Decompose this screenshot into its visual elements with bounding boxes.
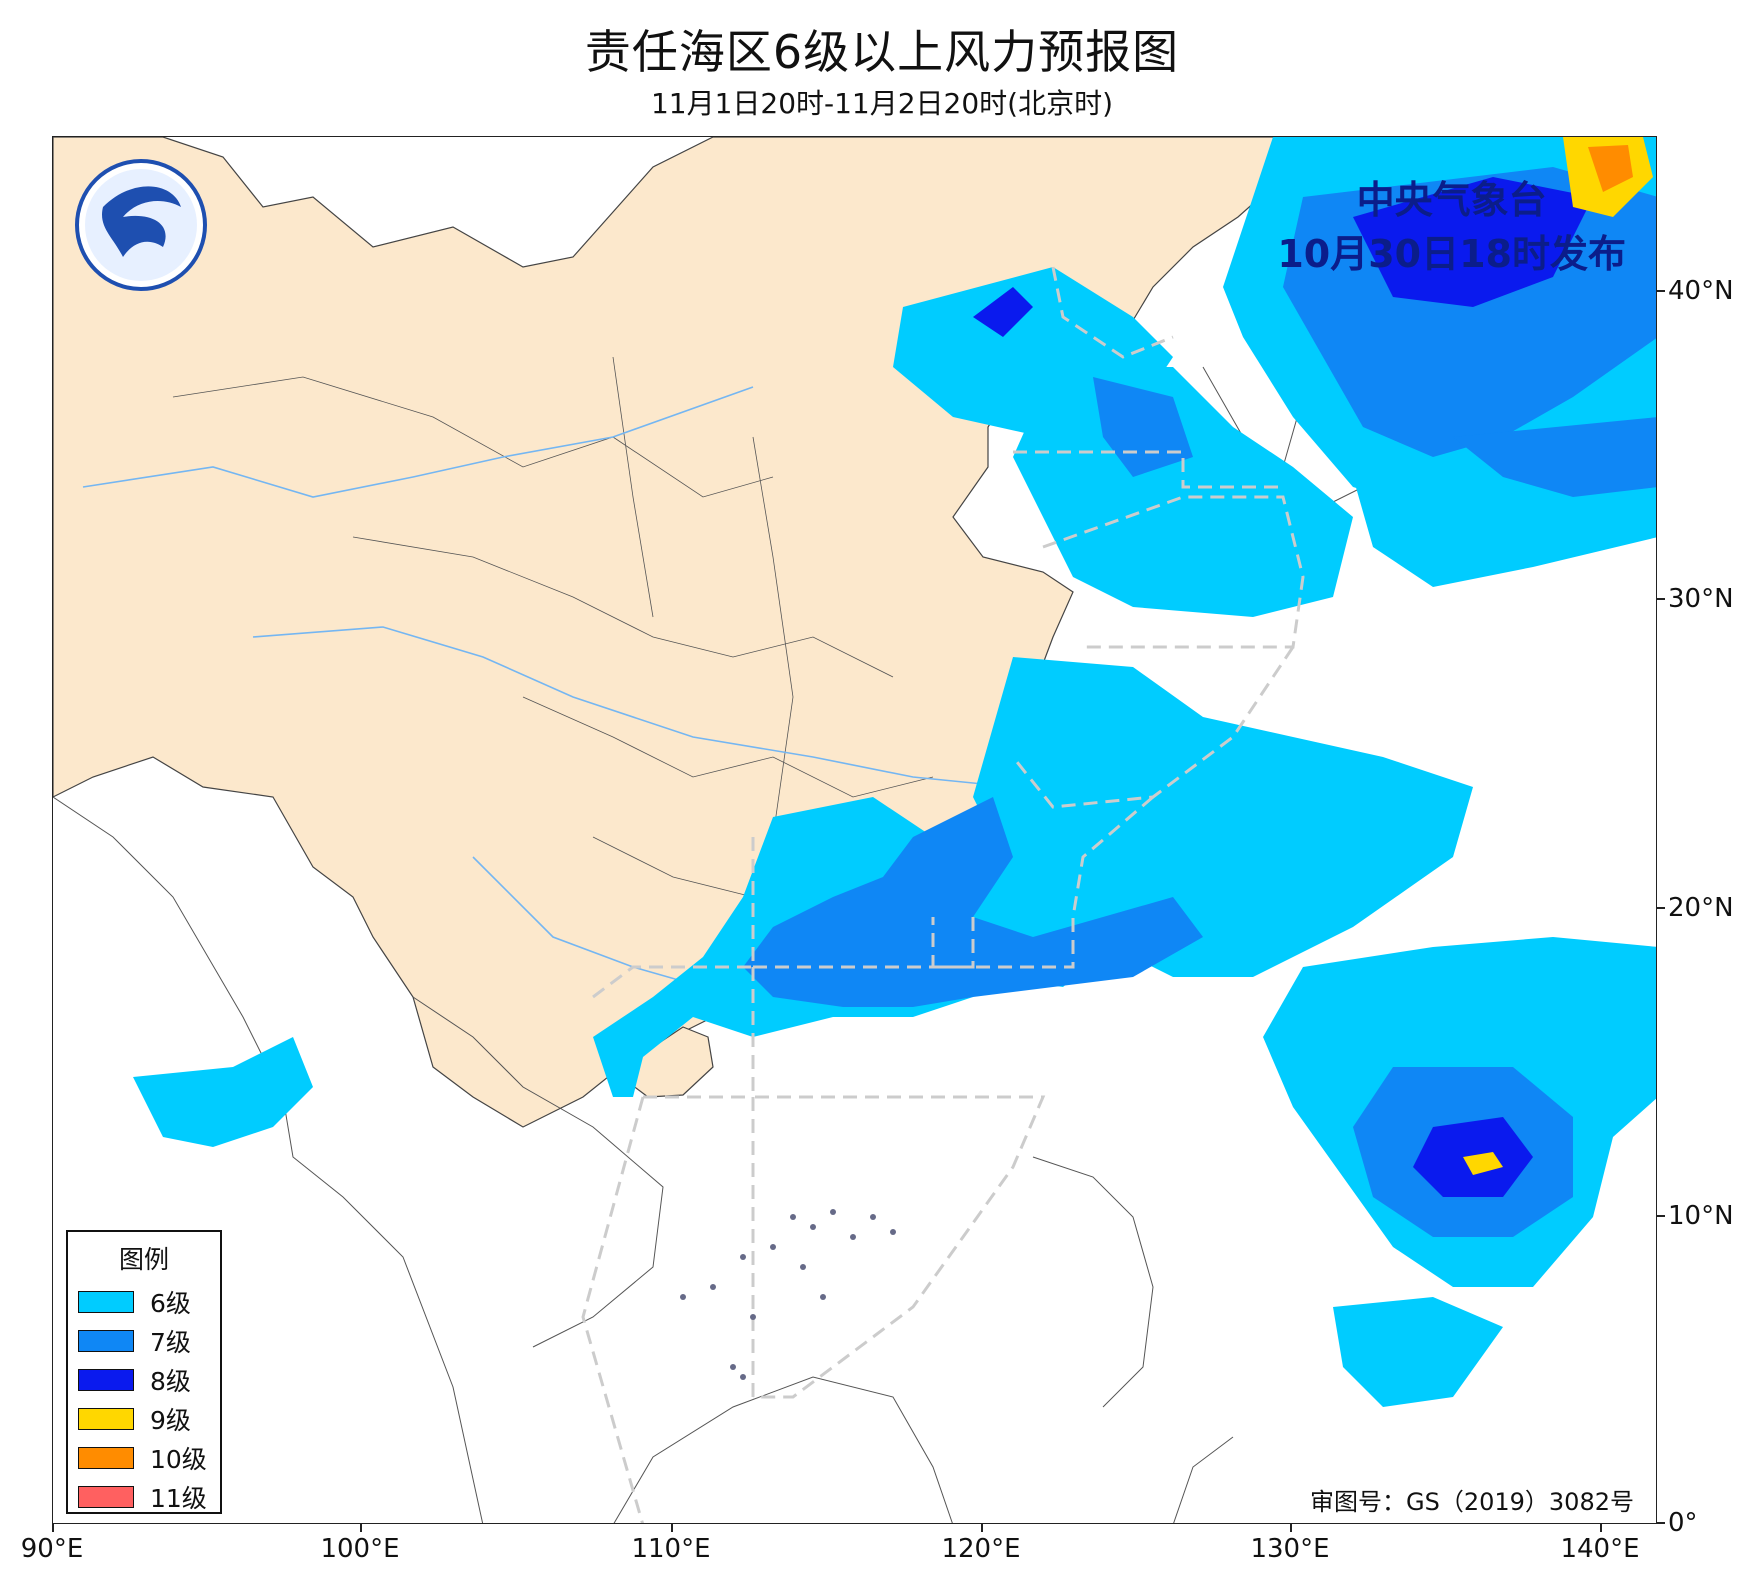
- longitude-label: 90°E: [20, 1534, 84, 1564]
- x-tick: [360, 1524, 362, 1532]
- south-sea-islands: [680, 1209, 896, 1380]
- legend-item: 11级: [68, 1477, 220, 1516]
- issue-time: 10月30日18时发布: [1277, 232, 1626, 276]
- forecast-map: 中央气象台 10月30日18时发布 审图号：GS（2019）3082号: [52, 136, 1657, 1524]
- issuer-stamp: 中央气象台 10月30日18时发布: [1277, 173, 1626, 281]
- latitude-label: 10°N: [1668, 1201, 1734, 1231]
- x-tick: [981, 1524, 983, 1532]
- latitude-label: 30°N: [1668, 584, 1734, 614]
- legend-item: 6级: [68, 1282, 220, 1321]
- y-tick: [1657, 1522, 1665, 1524]
- legend-label: 11级: [150, 1483, 207, 1513]
- legend-label: 10级: [150, 1444, 207, 1474]
- legend-title: 图例: [118, 1245, 169, 1274]
- legend-swatch: [78, 1368, 134, 1391]
- forecast-period: 11月1日20时-11月2日20时(北京时): [650, 87, 1114, 120]
- legend-swatch: [78, 1485, 134, 1508]
- legend-label: 8级: [150, 1366, 191, 1396]
- legend-item: 9级: [68, 1399, 220, 1438]
- legend-swatch: [78, 1446, 134, 1469]
- x-tick: [52, 1524, 54, 1532]
- legend-swatch: [78, 1290, 134, 1313]
- issuer-name: 中央气象台: [1356, 178, 1547, 222]
- rivers: [82, 386, 1014, 988]
- y-tick: [1657, 290, 1665, 292]
- legend-label: 7级: [150, 1327, 191, 1357]
- x-tick: [1290, 1524, 1292, 1532]
- cma-logo-icon: [75, 159, 207, 291]
- legend-item: 7级: [68, 1321, 220, 1360]
- y-tick: [1657, 1215, 1665, 1217]
- latitude-label: 20°N: [1668, 893, 1734, 923]
- wind-level-10-areas: [1588, 145, 1633, 192]
- x-tick: [1600, 1524, 1602, 1532]
- latitude-label: 40°N: [1668, 276, 1734, 306]
- legend-label: 6级: [150, 1288, 191, 1318]
- sea-zone-boundaries: [581, 266, 1305, 1523]
- map-canvas: [53, 137, 1656, 1523]
- longitude-label: 130°E: [1250, 1534, 1330, 1564]
- longitude-label: 110°E: [631, 1534, 711, 1564]
- legend-swatch: [78, 1329, 134, 1352]
- longitude-label: 120°E: [941, 1534, 1021, 1564]
- x-tick: [671, 1524, 673, 1532]
- longitude-label: 100°E: [320, 1534, 400, 1564]
- review-number: 审图号：GS（2019）3082号: [1310, 1488, 1634, 1516]
- legend-item: 10级: [68, 1438, 220, 1477]
- y-tick: [1657, 598, 1665, 600]
- legend-swatch: [78, 1407, 134, 1430]
- legend-item: 8级: [68, 1360, 220, 1399]
- neighbor-outlines: [53, 796, 1234, 1523]
- y-tick: [1657, 907, 1665, 909]
- longitude-label: 140°E: [1560, 1534, 1640, 1564]
- latitude-label: 0°: [1668, 1508, 1698, 1538]
- map-title: 责任海区6级以上风力预报图: [584, 25, 1180, 79]
- legend: 图例 6级 7级 8级 9级 10级 11级: [66, 1230, 222, 1514]
- legend-label: 9级: [150, 1405, 191, 1435]
